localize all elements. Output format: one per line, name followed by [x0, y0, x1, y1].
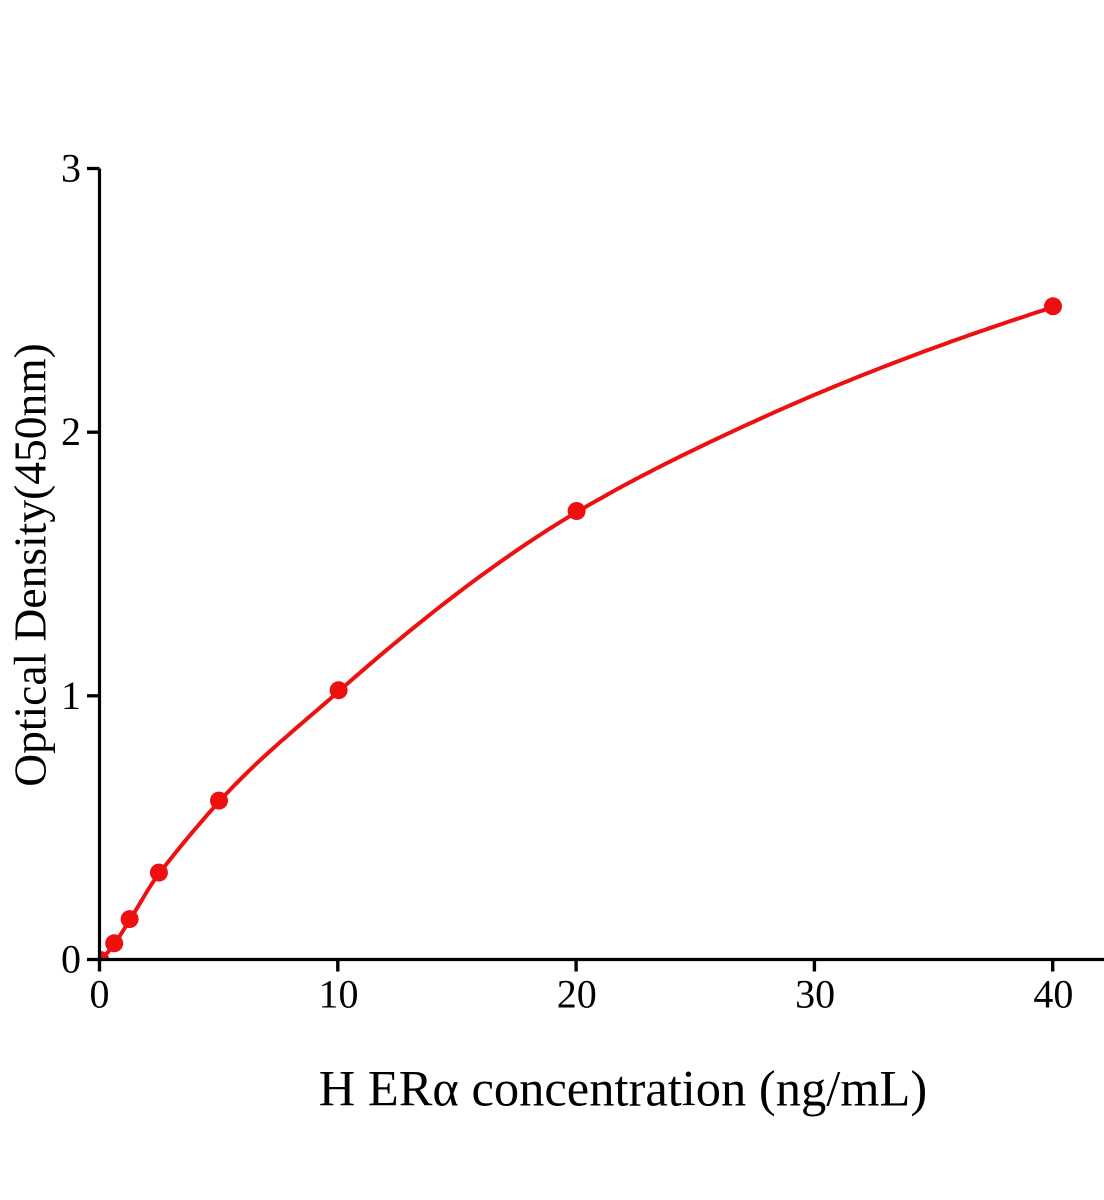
svg-text:2: 2 — [61, 409, 81, 454]
svg-text:20: 20 — [557, 972, 597, 1017]
svg-text:30: 30 — [795, 972, 835, 1017]
svg-text:Optical Density(450nm): Optical Density(450nm) — [5, 343, 56, 787]
svg-text:0: 0 — [61, 937, 81, 982]
svg-text:10: 10 — [319, 972, 359, 1017]
svg-text:3: 3 — [61, 146, 81, 191]
svg-text:1: 1 — [61, 673, 81, 718]
svg-text:H ERα concentration (ng/mL): H ERα concentration (ng/mL) — [319, 1061, 927, 1117]
svg-text:0: 0 — [90, 972, 110, 1017]
svg-text:40: 40 — [1033, 972, 1073, 1017]
